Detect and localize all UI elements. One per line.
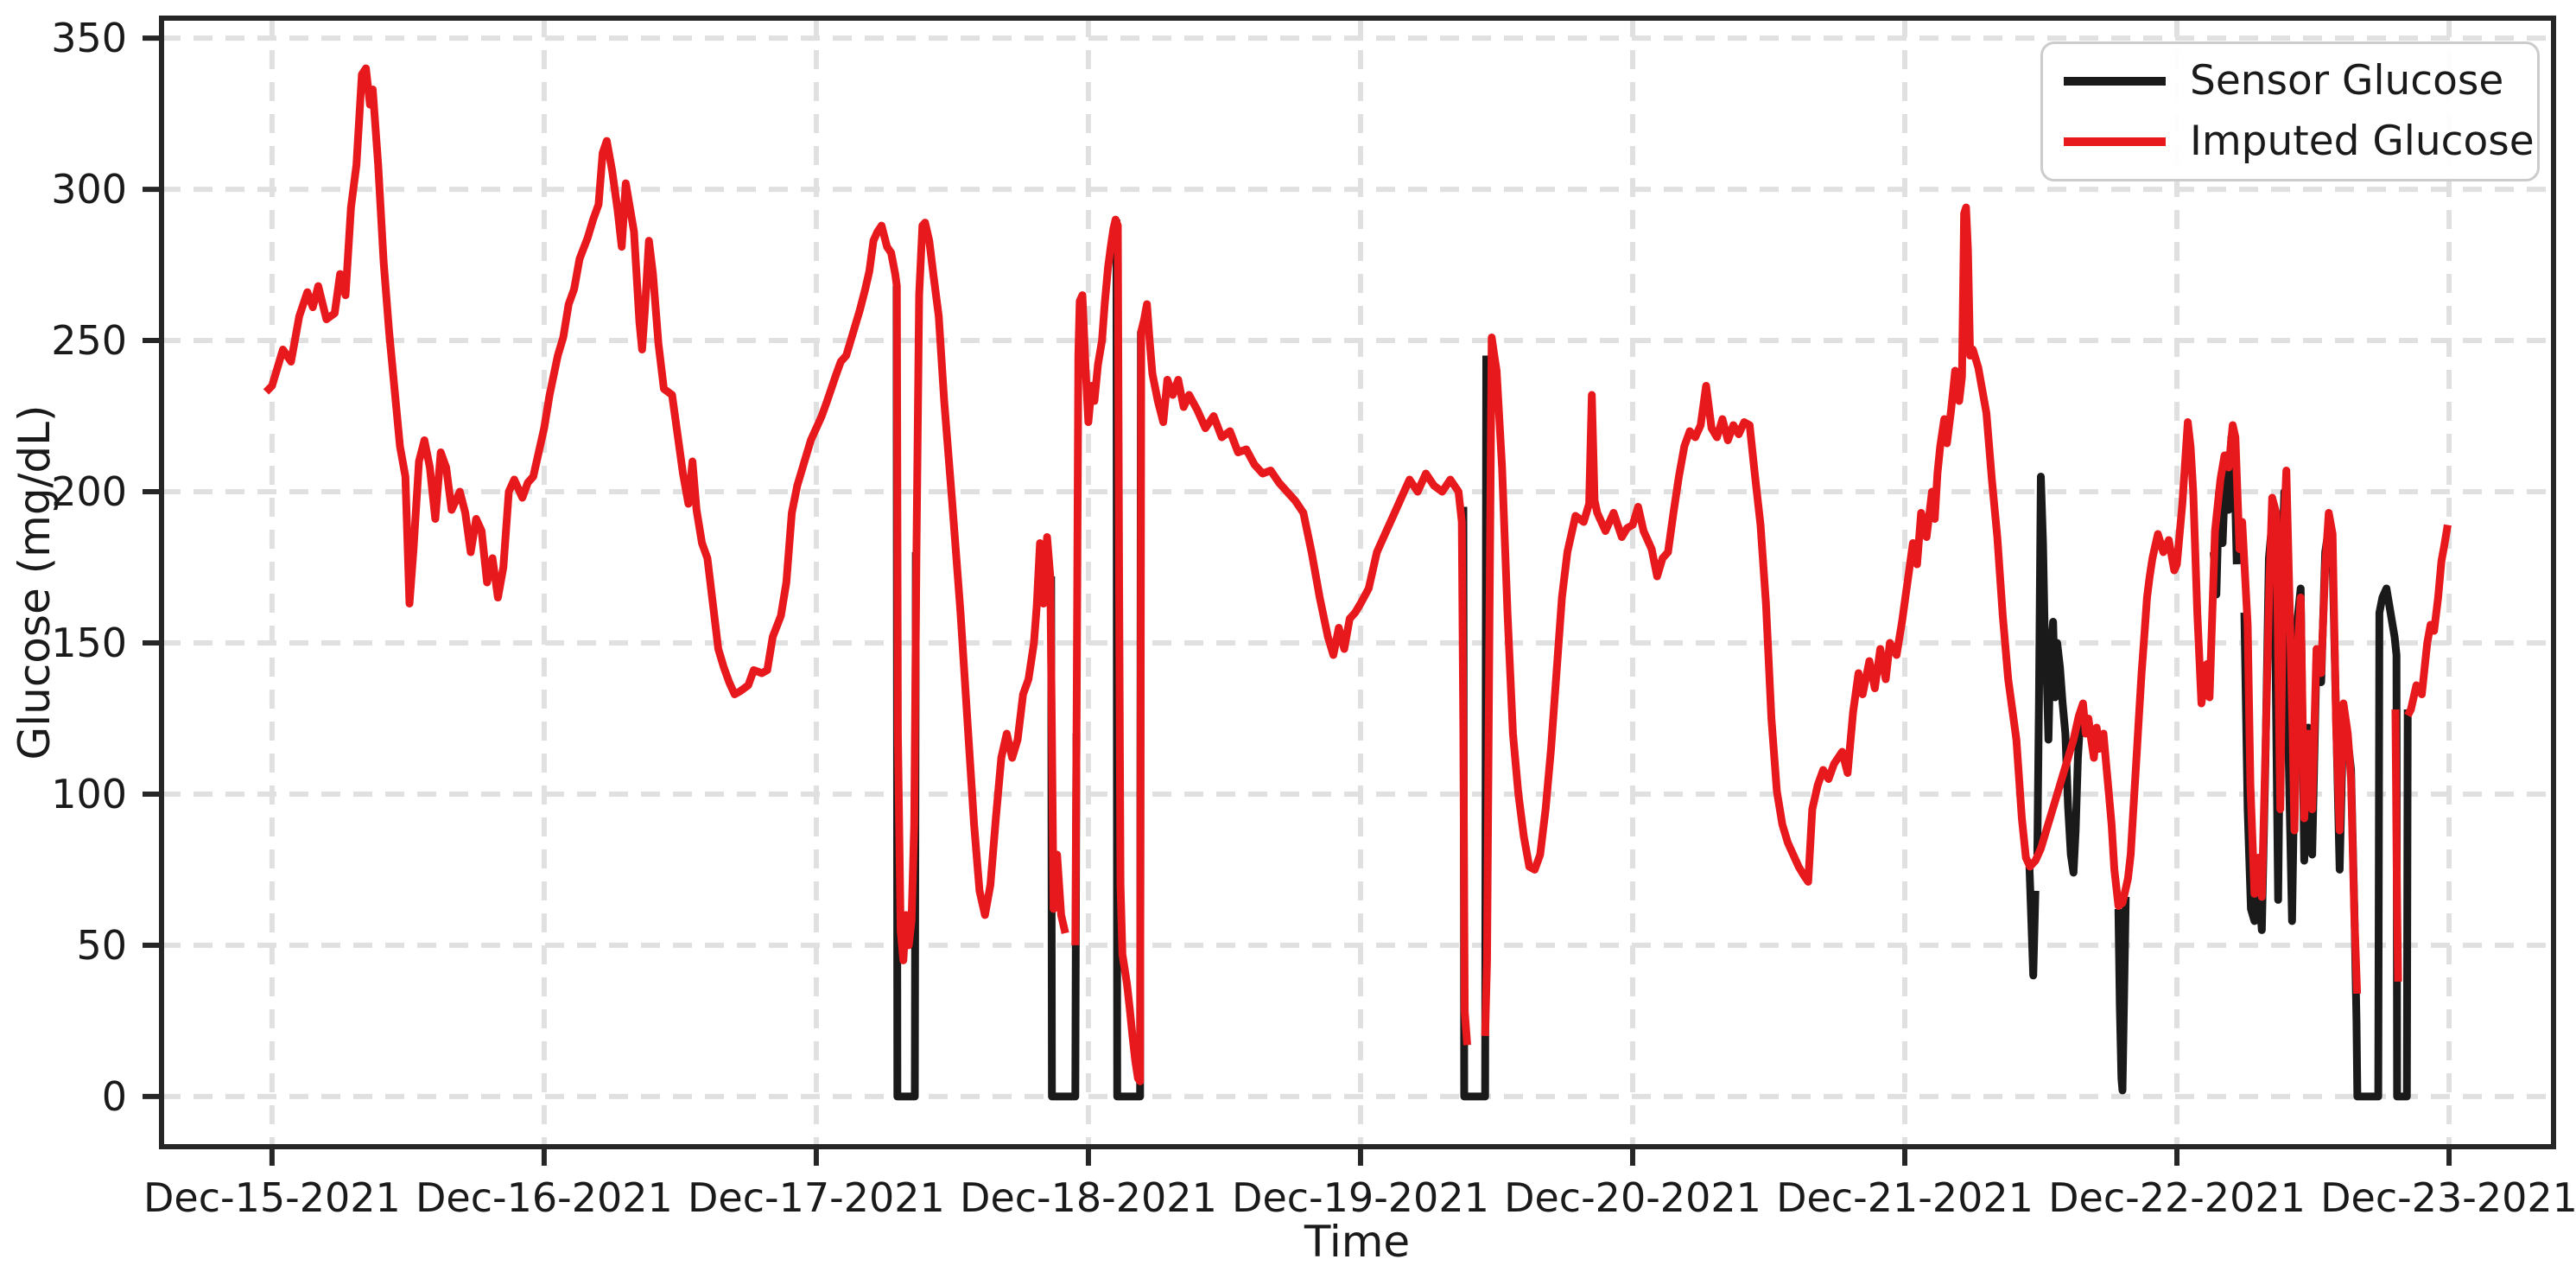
- legend-item-imputed-glucose: Imputed Glucose: [2064, 119, 2535, 164]
- y-tick-label: 50: [76, 922, 127, 969]
- plot-background: [162, 18, 2554, 1147]
- x-tick-label: Dec-20-2021: [1504, 1174, 1761, 1221]
- legend-item-sensor-glucose: Sensor Glucose: [2064, 59, 2516, 104]
- y-tick-label: 150: [51, 620, 127, 666]
- y-tick-label: 200: [51, 468, 127, 515]
- legend: Sensor Glucose Imputed Glucose: [2040, 41, 2540, 181]
- y-tick-label: 100: [51, 771, 127, 817]
- legend-label-sensor-glucose: Sensor Glucose: [2190, 57, 2504, 105]
- axes-spines: [159, 16, 2556, 1149]
- x-tick-label: Dec-22-2021: [2048, 1174, 2306, 1221]
- y-tick-label: 350: [51, 15, 127, 61]
- legend-label-imputed-glucose: Imputed Glucose: [2190, 118, 2535, 165]
- x-tick-label: Dec-21-2021: [1776, 1174, 2034, 1221]
- x-tick-label: Dec-19-2021: [1232, 1174, 1489, 1221]
- series-imputed-glucose: [263, 64, 2452, 1085]
- y-tick-label: 0: [102, 1073, 127, 1120]
- x-tick-label: Dec-18-2021: [960, 1174, 1217, 1221]
- x-tick-label: Dec-15-2021: [143, 1174, 401, 1221]
- imputed-glucose-line-swatch: [2064, 137, 2166, 146]
- tick-labels: 0 50 100 150 200 250 300 350 Dec-15-2021 Dec-16-2…: [51, 15, 2576, 1221]
- x-tick-label: Dec-17-2021: [688, 1174, 945, 1221]
- x-tick-label: Dec-16-2021: [416, 1174, 673, 1221]
- y-tick-label: 250: [51, 317, 127, 364]
- y-tick-label: 300: [51, 166, 127, 213]
- sensor-glucose-line-swatch: [2064, 77, 2166, 86]
- y-axis-label: Glucose (mg/dL): [10, 404, 60, 760]
- tick-marks: [143, 35, 2452, 1166]
- x-tick-label: Dec-23-2021: [2320, 1174, 2576, 1221]
- x-axis-label: Time: [1304, 1217, 1411, 1267]
